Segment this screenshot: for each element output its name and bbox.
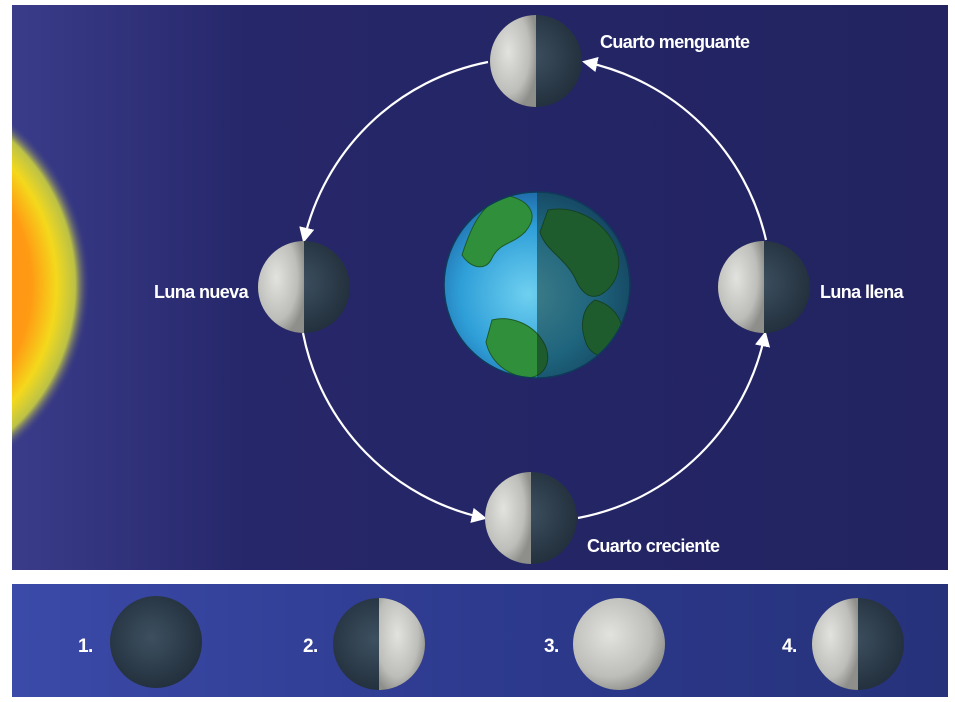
phase-item-2: 2. bbox=[303, 598, 425, 690]
phase-number-4: 4. bbox=[782, 636, 797, 657]
earth bbox=[443, 191, 631, 379]
phase-number-3: 3. bbox=[544, 636, 559, 657]
sun bbox=[12, 121, 90, 449]
label-cuarto-creciente: Cuarto creciente bbox=[587, 536, 720, 556]
moon-left bbox=[258, 241, 350, 333]
orbit-path bbox=[299, 56, 771, 523]
label-luna-nueva: Luna nueva bbox=[154, 282, 250, 302]
moon-top bbox=[490, 15, 582, 107]
label-cuarto-menguante: Cuarto menguante bbox=[600, 32, 750, 52]
phase-number-1: 1. bbox=[78, 636, 93, 657]
moon-bottom bbox=[485, 472, 577, 564]
orbit-arrow-top-left bbox=[299, 60, 489, 244]
phase-number-2: 2. bbox=[303, 636, 318, 657]
separator bbox=[12, 570, 948, 584]
moon-right bbox=[718, 241, 810, 333]
orbit-arrow-bottom-right bbox=[577, 330, 771, 520]
phase-moon-new bbox=[110, 596, 202, 688]
phase-item-4: 4. bbox=[782, 598, 904, 690]
label-luna-llena: Luna llena bbox=[820, 282, 905, 302]
orbit-arrow-top-right bbox=[581, 56, 768, 241]
phase-item-1: 1. bbox=[78, 596, 202, 688]
phase-moon-waxing-half bbox=[333, 598, 425, 690]
phase-item-3: 3. bbox=[544, 598, 665, 690]
phase-moon-full bbox=[573, 598, 665, 690]
phase-moon-waning-half bbox=[812, 598, 904, 690]
orbit-arrow-bottom-left bbox=[301, 332, 488, 523]
